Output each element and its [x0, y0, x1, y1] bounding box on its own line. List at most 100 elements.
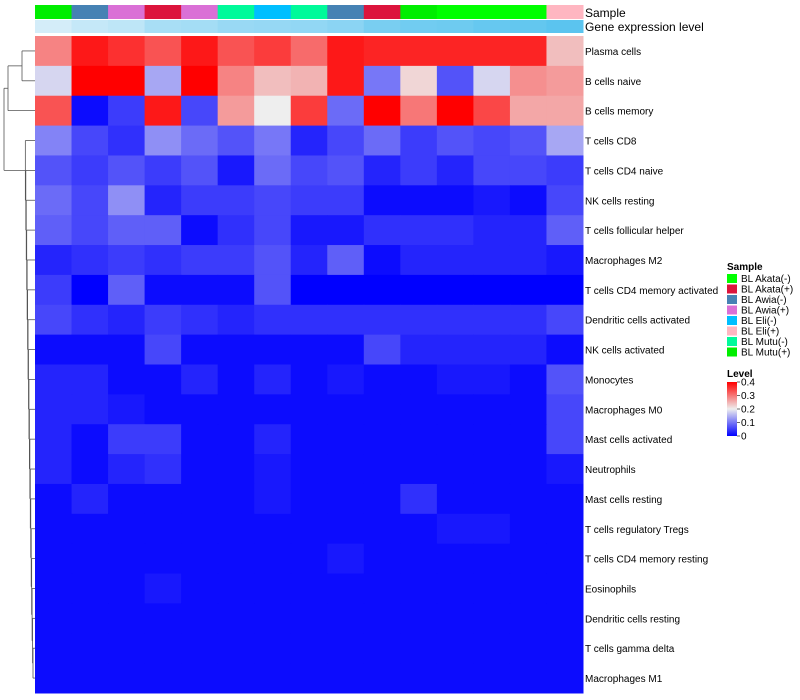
heatmap-cell [363, 633, 401, 664]
heatmap-cell [108, 483, 146, 515]
annotation-expression-cell [108, 20, 146, 33]
heatmap-cell [35, 334, 73, 365]
annotation-expression-cell [473, 20, 511, 33]
heatmap-cell [546, 394, 584, 425]
heatmap-cell [473, 663, 511, 694]
legend-level-tick-label: 0.3 [741, 391, 755, 402]
heatmap-cell [327, 513, 365, 545]
heatmap-cell [254, 364, 292, 395]
heatmap-cell [327, 125, 365, 156]
annotation-expression-cell [290, 20, 328, 33]
heatmap-cell [509, 364, 547, 395]
row-dendrogram [3, 50, 35, 679]
heatmap-cell [509, 125, 547, 156]
heatmap-cell [290, 483, 328, 515]
heatmap-cell [400, 36, 438, 67]
heatmap-cell [108, 633, 146, 664]
heatmap-cell [144, 65, 182, 97]
heatmap-cell [181, 185, 219, 216]
heatmap-cell [473, 364, 511, 395]
heatmap-cell [35, 454, 73, 485]
heatmap-cell [71, 274, 109, 306]
heatmap-cell [400, 334, 438, 365]
heatmap-cell [35, 603, 73, 634]
row-label: Macrophages M0 [585, 405, 663, 416]
heatmap-cell [290, 424, 328, 455]
heatmap-cell [327, 483, 365, 515]
heatmap-cell [144, 454, 182, 485]
heatmap-cell [509, 454, 547, 485]
heatmap-cell [363, 603, 401, 634]
heatmap-cell [217, 274, 255, 306]
legend-sample-swatch [727, 337, 737, 346]
heatmap-cell [436, 304, 474, 336]
heatmap-cell [546, 95, 584, 127]
heatmap-cell [546, 513, 584, 545]
heatmap-cell [254, 155, 292, 186]
heatmap-cell [327, 424, 365, 455]
heatmap-cell [108, 603, 146, 634]
heatmap-cell [35, 65, 73, 97]
annotation-expression-cell [546, 20, 584, 33]
heatmap-cell [473, 424, 511, 455]
heatmap-cell [217, 663, 255, 694]
heatmap-cell [181, 65, 219, 97]
heatmap-cell [181, 424, 219, 455]
heatmap-cell [71, 364, 109, 395]
legend-sample-swatch [727, 305, 737, 315]
heatmap-cell [144, 543, 182, 575]
annotation-expression-cell [436, 20, 474, 33]
legend-sample-swatch [727, 274, 737, 283]
heatmap-cell [217, 513, 255, 545]
heatmap-cell [254, 424, 292, 455]
heatmap-cell [217, 364, 255, 395]
legend-sample-swatch [727, 326, 737, 336]
heatmap-cell [35, 394, 73, 425]
legend-level-tick-label: 0.4 [741, 378, 755, 389]
heatmap-cell [290, 274, 328, 306]
heatmap-cell [363, 245, 401, 276]
heatmap-cell [509, 633, 547, 664]
heatmap-cell [473, 215, 511, 246]
heatmap-cell [400, 304, 438, 336]
heatmap-cell [144, 155, 182, 186]
heatmap-cell [144, 215, 182, 246]
heatmap-cell [290, 663, 328, 694]
row-label: Eosinophils [585, 584, 636, 595]
heatmap-cell [254, 95, 292, 127]
annotation-expression-cell [181, 20, 219, 33]
heatmap-cell [363, 65, 401, 97]
heatmap-cell [254, 65, 292, 97]
heatmap-cell [436, 274, 474, 306]
heatmap-cell [290, 125, 328, 156]
heatmap-cell [436, 185, 474, 216]
heatmap-cell [71, 245, 109, 276]
heatmap-cell [436, 65, 474, 97]
legend: Sample BL Akata(-)BL Akata(+)BL Awia(-)B… [727, 262, 793, 443]
heatmap-cell [35, 483, 73, 515]
heatmap-cell [254, 334, 292, 365]
legend-sample-swatch [727, 295, 737, 304]
heatmap-cell [327, 454, 365, 485]
heatmap-cell [363, 663, 401, 694]
heatmap-cell [181, 454, 219, 485]
heatmap-cell [144, 513, 182, 545]
heatmap-cell [290, 215, 328, 246]
heatmap-cell [254, 483, 292, 515]
heatmap-cell [290, 364, 328, 395]
heatmap-cell [71, 454, 109, 485]
heatmap-cell [181, 364, 219, 395]
heatmap-cell [290, 36, 328, 67]
row-label: Macrophages M2 [585, 256, 663, 267]
heatmap-cell [35, 274, 73, 306]
heatmap-cell [35, 304, 73, 336]
heatmap-cell [436, 454, 474, 485]
heatmap-cell [290, 185, 328, 216]
heatmap-cell [509, 155, 547, 186]
heatmap-cell [254, 573, 292, 604]
legend-level-tick-label: 0 [741, 432, 747, 443]
legend-sample-label: BL Akata(+) [741, 285, 793, 296]
heatmap-cell [181, 573, 219, 604]
heatmap-cell [400, 274, 438, 306]
